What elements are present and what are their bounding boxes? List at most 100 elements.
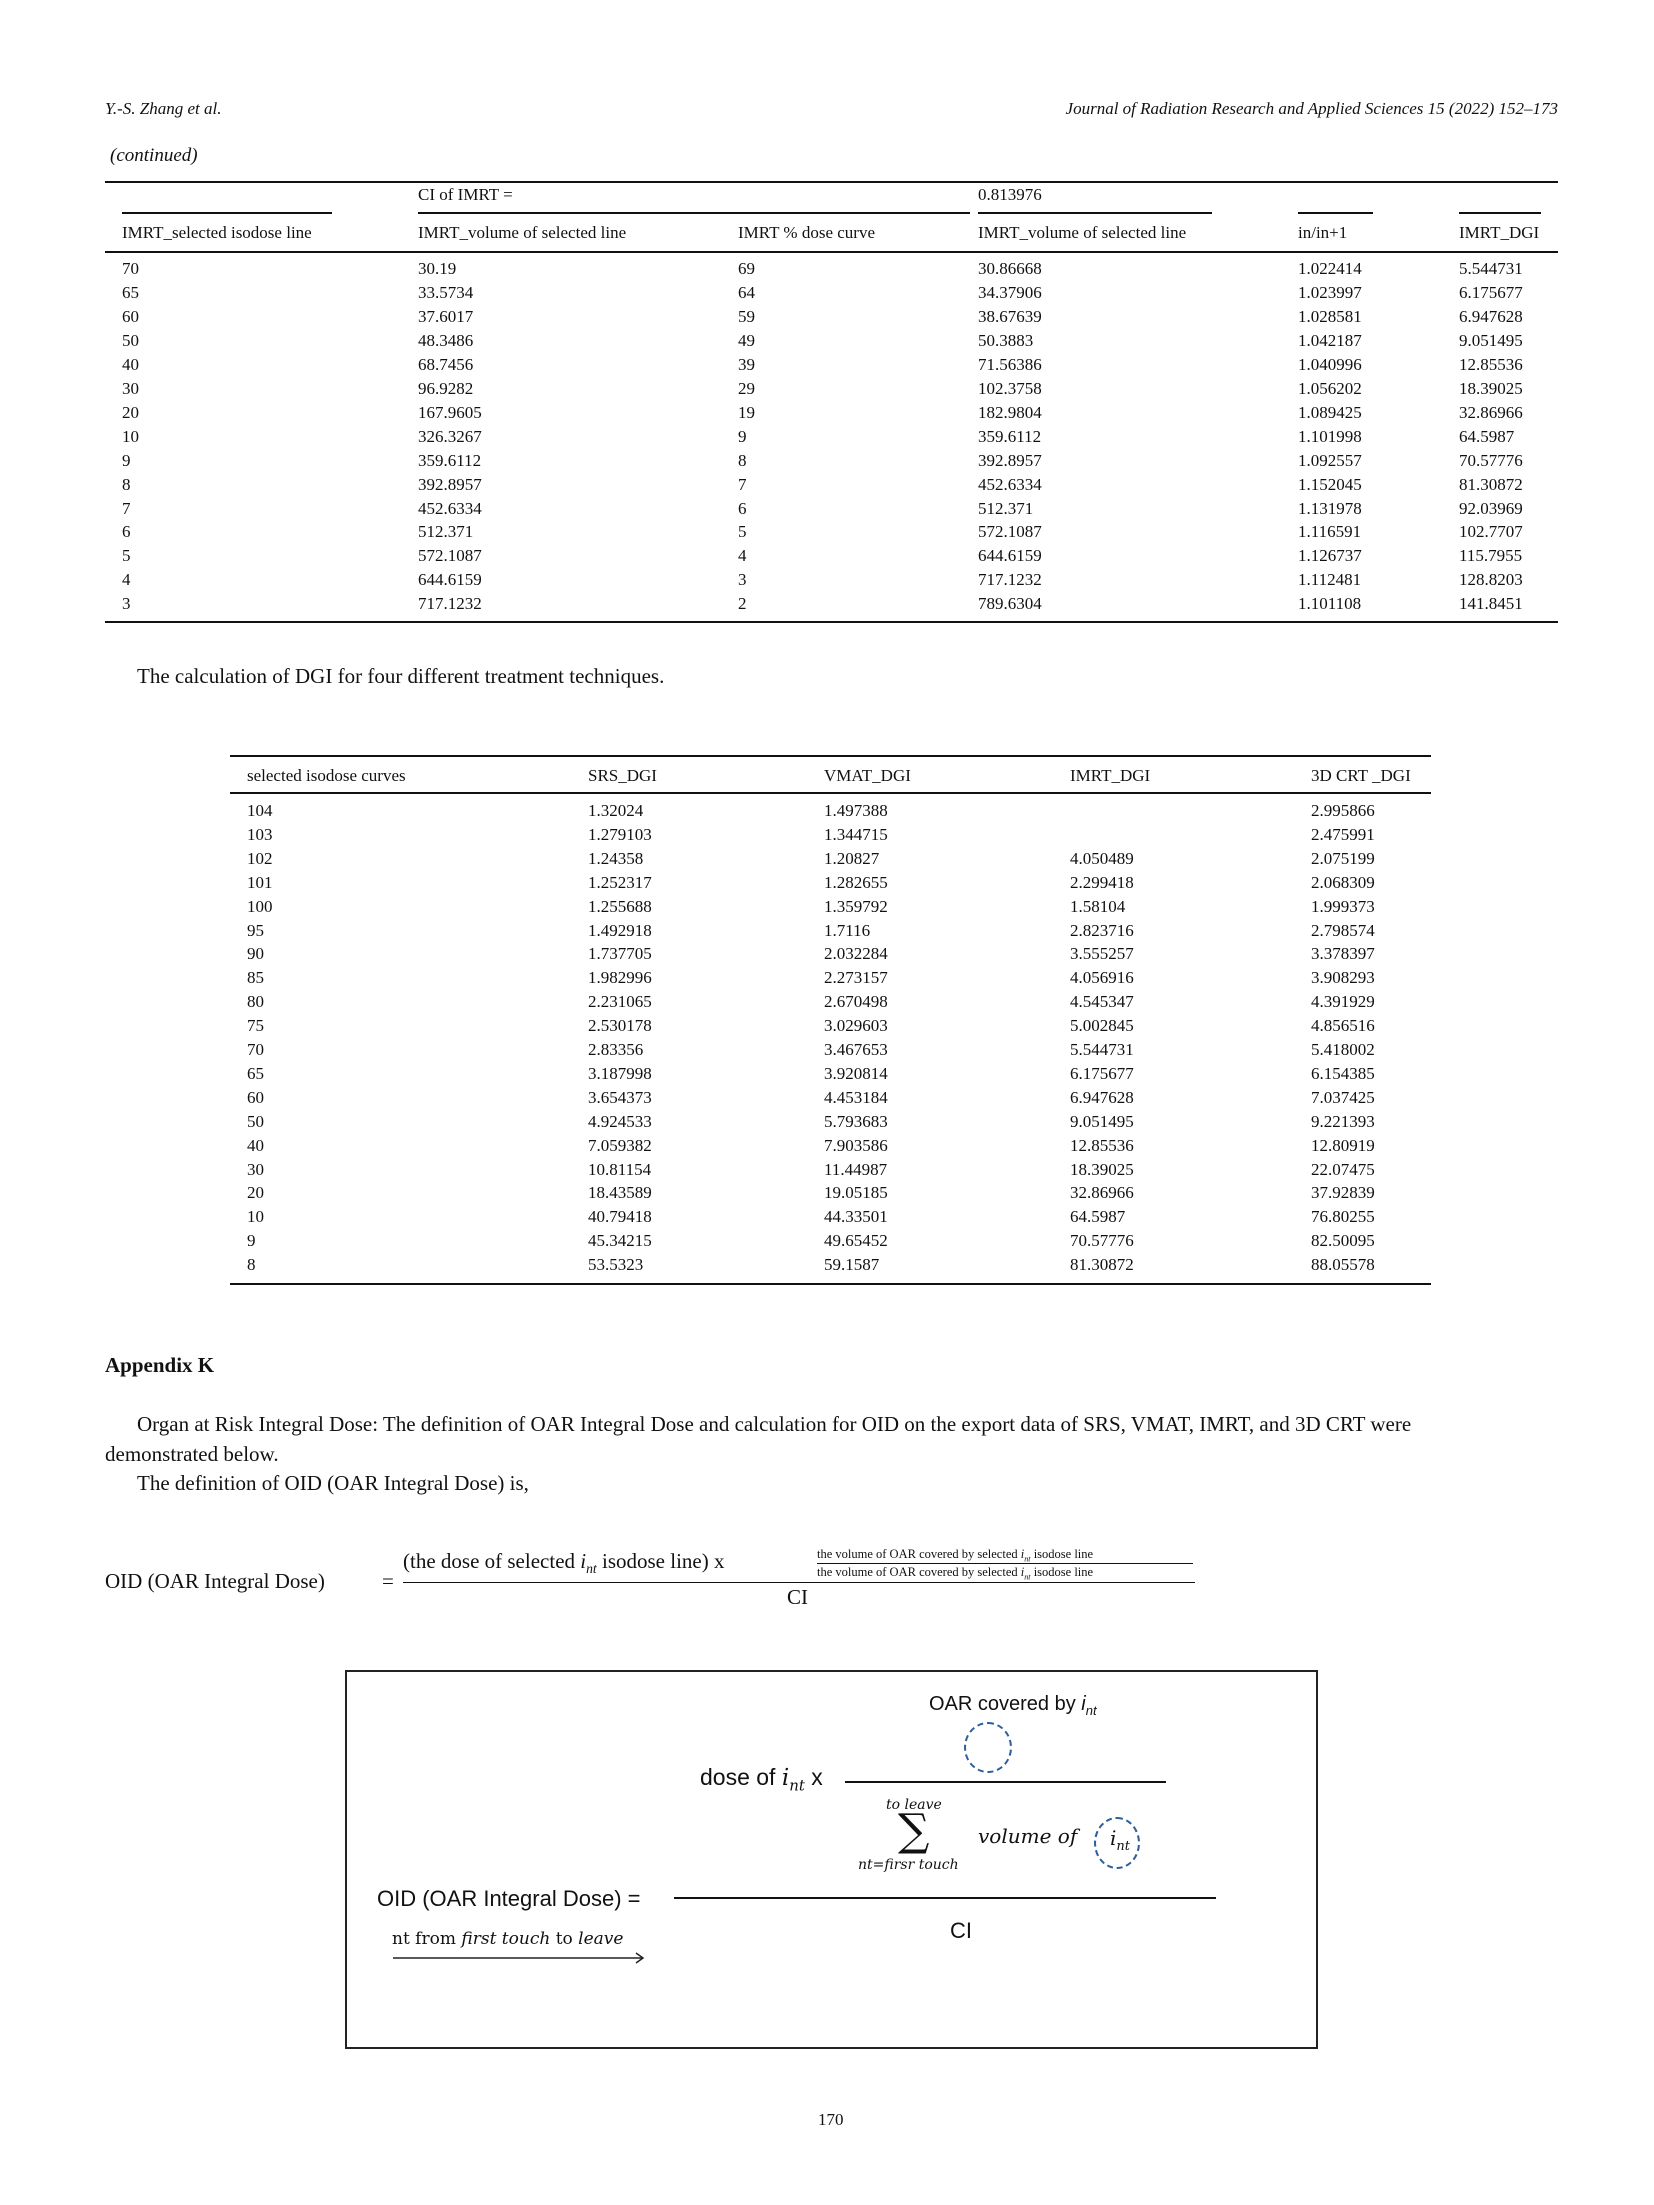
table-cell: 167.9605 (418, 402, 482, 422)
column-rule (978, 212, 1212, 214)
volume-of-label: volume of (978, 1824, 1078, 1848)
table-cell: 359.6112 (418, 450, 482, 470)
table-cell: 572.1087 (418, 546, 482, 566)
column-header: IMRT_volume of selected line (978, 223, 1187, 242)
table-cell: 101 (247, 872, 273, 892)
table-cell: 7 (738, 474, 747, 494)
nt-subscript: nt (1116, 1839, 1131, 1854)
table-cell: 9 (247, 1231, 256, 1251)
column-header: IMRT_DGI (1459, 223, 1540, 242)
table-cell: 90 (247, 944, 264, 964)
table-cell: 141.8451 (1459, 594, 1523, 614)
table-cell: 12.80919 (1311, 1135, 1375, 1155)
table-cell: 3.920814 (824, 1063, 888, 1083)
table-cell: 9.221393 (1311, 1111, 1375, 1131)
nt-subscript: nt (586, 1561, 597, 1577)
formula-lhs: OID (OAR Integral Dose) (105, 1569, 325, 1593)
column-header: 3D CRT _DGI (1311, 766, 1411, 785)
table-cell: 85 (247, 968, 264, 988)
table-cell: 3 (122, 594, 131, 614)
table-cell: 10.81154 (588, 1159, 652, 1179)
table-cell: 45.34215 (588, 1231, 652, 1251)
i-symbol: i (580, 1549, 587, 1573)
table-cell: 30.19 (418, 259, 457, 278)
paragraph-line: The definition of OID (OAR Integral Dose… (137, 1471, 529, 1495)
table-cell: 1.24358 (588, 848, 644, 868)
i-symbol: i (1081, 1693, 1086, 1715)
column-header: SRS_DGI (588, 766, 657, 785)
table-cell: 71.56386 (978, 354, 1042, 374)
dose-of-label: dose of int x (700, 1764, 823, 1795)
table-bottom-rule (105, 621, 1558, 623)
table-cell: 76.80255 (1311, 1207, 1375, 1227)
table-cell: 9 (122, 450, 131, 470)
table-cell: 68.7456 (418, 354, 474, 374)
table-cell: 1.116591 (1298, 522, 1362, 542)
table-cell: 50.3883 (978, 330, 1034, 350)
table-cell: 95 (247, 920, 264, 940)
table-cell: 1.092557 (1298, 450, 1362, 470)
table-cell: 6.154385 (1311, 1063, 1375, 1083)
table-cell: 5.793683 (824, 1111, 888, 1131)
small-fraction-numerator: the volume of OAR covered by selected in… (817, 1547, 1093, 1564)
formula-equals: = (382, 1569, 394, 1593)
table-cell: 50 (122, 330, 139, 350)
table-cell: 38.67639 (978, 306, 1042, 326)
table-cell: 4.856516 (1311, 1016, 1375, 1036)
table-cell: 1.737705 (588, 944, 652, 964)
table-cell: 80 (247, 992, 264, 1012)
table-cell: 60 (122, 306, 139, 326)
table-cell: 6.947628 (1459, 306, 1523, 326)
table-cell: 10 (247, 1207, 264, 1227)
table-cell: 1.042187 (1298, 330, 1362, 350)
formula-numerator: (the dose of selected int isodose line) … (403, 1549, 724, 1577)
table-cell: 65 (247, 1063, 264, 1083)
table-top-rule (230, 755, 1431, 757)
table-cell: 1.101108 (1298, 594, 1362, 614)
text: OAR covered by (929, 1693, 1082, 1715)
table-cell: 5.544731 (1459, 259, 1523, 278)
table-cell: 12.85536 (1459, 354, 1523, 374)
table-cell: 8 (738, 450, 747, 470)
table-cell: 60 (247, 1087, 264, 1107)
header-rule (230, 792, 1431, 794)
table-cell: 392.8957 (418, 474, 482, 494)
i-symbol: i (1110, 1826, 1117, 1850)
table-cell: 5.002845 (1070, 1016, 1134, 1036)
i-symbol: i (1020, 1547, 1025, 1561)
i-symbol: i (1020, 1565, 1025, 1579)
table-cell: 4.391929 (1311, 992, 1375, 1012)
range-label: nt from first touch to leave (392, 1929, 623, 1949)
formula-denominator: CI (787, 1585, 808, 1609)
table-cell: 30 (247, 1159, 264, 1179)
page-number: 170 (818, 2110, 844, 2129)
table-cell: 3.378397 (1311, 944, 1375, 964)
table-cell: 96.9282 (418, 378, 474, 398)
table-cell: 6.175677 (1070, 1063, 1134, 1083)
numerator-text: (the dose of selected (403, 1549, 581, 1573)
text: leave (578, 1929, 624, 1949)
column-header: IMRT_DGI (1070, 766, 1151, 785)
table-cell: 2.475991 (1311, 824, 1375, 844)
table-cell: 70 (247, 1040, 264, 1059)
column-header: selected isodose curves (247, 766, 406, 785)
table-cell: 512.371 (418, 522, 474, 542)
outer-fraction-line (674, 1897, 1216, 1899)
table-cell: 18.39025 (1459, 378, 1523, 398)
table-cell: 64 (738, 282, 755, 302)
numerator-text: isodose line) x (596, 1549, 725, 1573)
table-cell: 81.30872 (1459, 474, 1523, 494)
column-header: VMAT_DGI (824, 766, 911, 785)
text: dose of (700, 1764, 782, 1790)
table-cell: 50 (247, 1111, 264, 1131)
table-cell: 6.947628 (1070, 1087, 1134, 1107)
table-cell: 9.051495 (1459, 330, 1523, 350)
table-cell: 102.3758 (978, 378, 1042, 398)
table-cell: 6 (738, 498, 747, 518)
table-cell: 1.040996 (1298, 354, 1362, 374)
table-cell: 1.58104 (1070, 896, 1126, 916)
table-cell: 48.3486 (418, 330, 474, 350)
table-cell: 100 (247, 896, 273, 916)
running-header-authors: Y.-S. Zhang et al. (105, 99, 222, 118)
table-cell: 104 (247, 801, 273, 820)
